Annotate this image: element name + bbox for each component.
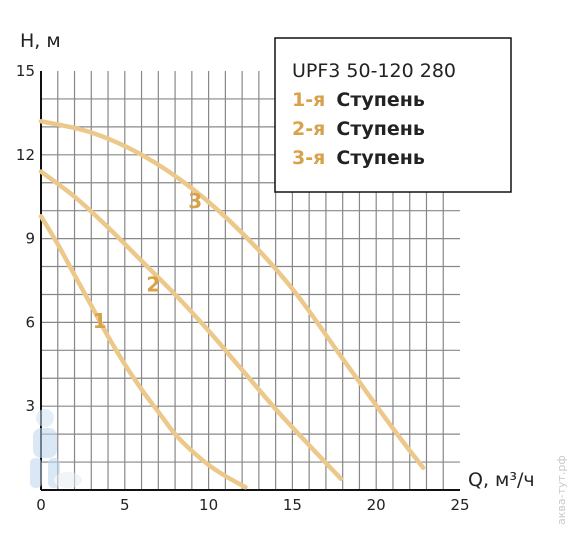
x-tick-label: 25 — [450, 496, 469, 514]
x-tick-label: 0 — [36, 496, 46, 514]
legend-word-3: Ступень — [336, 147, 425, 169]
x-tick-label: 5 — [120, 496, 130, 514]
plumber-mascot-logo — [30, 409, 82, 488]
curve-label-2: 2 — [146, 273, 160, 297]
curve-label-3: 3 — [188, 189, 202, 213]
series-line-2 — [38, 169, 344, 482]
legend-num-1: 1-я — [292, 89, 325, 111]
y-tick-label: 15 — [16, 62, 35, 80]
x-tick-label: 10 — [199, 496, 218, 514]
legend-entry-1: 1-я Ступень — [292, 89, 425, 111]
legend-word-2: Ступень — [336, 118, 425, 140]
x-tick-label: 20 — [367, 496, 386, 514]
legend-box — [274, 37, 512, 193]
legend: UPF3 50-120 280 1-я Ступень 2-я Ступень … — [274, 37, 512, 193]
x-axis-label: Q, м³/ч — [468, 469, 535, 491]
series-curves — [38, 119, 426, 490]
x-tick-label: 15 — [283, 496, 302, 514]
curve-labels: 1 2 3 — [93, 189, 202, 333]
legend-num-3: 3-я — [292, 147, 325, 169]
series-line-1 — [38, 214, 248, 490]
y-tick-label: 9 — [25, 230, 35, 248]
legend-word-1: Ступень — [336, 89, 425, 111]
legend-title: UPF3 50-120 280 — [292, 60, 456, 82]
site-watermark: аква-тут.рф — [555, 455, 568, 525]
y-tick-label: 6 — [25, 313, 35, 331]
y-axis-label: H, м — [20, 30, 61, 52]
y-tick-label: 3 — [25, 397, 35, 415]
series-line-3 — [38, 119, 426, 470]
legend-entry-2: 2-я Ступень — [292, 118, 425, 140]
curve-label-1: 1 — [93, 309, 107, 333]
y-tick-label: 12 — [16, 146, 35, 164]
legend-entry-3: 3-я Ступень — [292, 147, 425, 169]
legend-num-2: 2-я — [292, 118, 325, 140]
